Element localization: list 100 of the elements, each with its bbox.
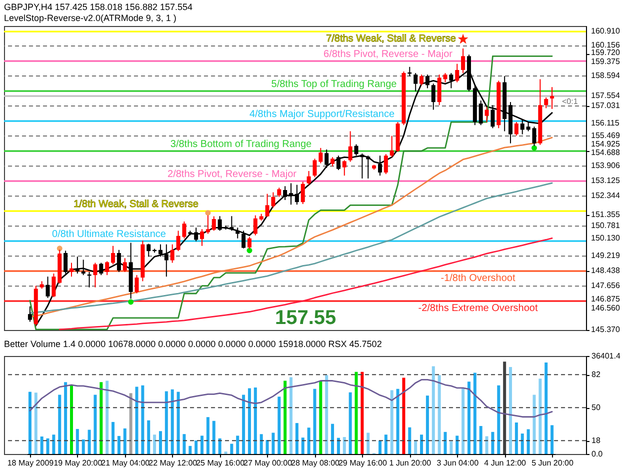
bar: [236, 436, 240, 454]
y2-tick-label: 82: [592, 370, 601, 380]
bar: [182, 434, 186, 454]
bar: [70, 385, 73, 454]
x-tick-label: 5 Jun 20:00: [532, 458, 574, 468]
bar: [295, 423, 298, 454]
bar: [290, 377, 292, 454]
bar: [58, 394, 62, 454]
bar: [188, 446, 192, 454]
bar: [532, 394, 536, 454]
bar: [479, 426, 482, 454]
bar: [88, 430, 91, 454]
bar: [248, 388, 251, 454]
bar: [360, 372, 364, 454]
x-tick-label: 28 May 08:00: [290, 458, 340, 468]
bar: [444, 432, 447, 454]
bar: [164, 391, 168, 454]
y2-tick-label: 18: [592, 436, 601, 446]
bar: [260, 434, 263, 454]
x-tick-label: 19 May 20:00: [54, 458, 103, 468]
bar: [272, 432, 275, 454]
bar: [336, 438, 340, 454]
bar: [319, 380, 322, 454]
bar: [438, 375, 441, 454]
bar: [141, 385, 144, 454]
bar: [402, 378, 406, 454]
x-tick-label: 3 Jun 04:00: [436, 458, 480, 468]
bar: [28, 392, 32, 454]
bar: [112, 422, 115, 454]
bar: [550, 425, 554, 454]
bar: [135, 386, 138, 454]
y-tick-label: 36401.4: [592, 352, 621, 360]
bar: [526, 429, 530, 454]
bar: [497, 385, 500, 454]
bar: [378, 440, 382, 454]
bar: [473, 372, 476, 454]
bar: [82, 439, 85, 454]
bar: [278, 396, 281, 454]
bar: [147, 420, 150, 454]
bar: [106, 380, 109, 454]
bar: [301, 438, 304, 454]
bar: [313, 388, 316, 454]
bar: [100, 382, 103, 454]
bar: [491, 432, 494, 454]
bar: [129, 393, 132, 454]
bar: [384, 434, 388, 454]
bar: [514, 422, 518, 454]
bar: [158, 431, 162, 454]
x-tick-label: 22 May 12:00: [148, 458, 198, 468]
bar: [354, 372, 358, 454]
bar: [426, 396, 429, 454]
bar: [170, 389, 174, 454]
bar: [194, 440, 198, 454]
bar: [117, 436, 120, 454]
line-series: [29, 379, 553, 418]
bar: [34, 392, 38, 454]
bar: [254, 388, 257, 454]
bar: [450, 441, 453, 454]
bar: [366, 432, 370, 454]
bar: [123, 428, 126, 454]
x-tick-label: 1 Jun 20:00: [389, 458, 432, 468]
bar: [432, 366, 435, 454]
y2-tick-label: 50: [592, 403, 601, 412]
bar: [342, 437, 346, 454]
bar: [462, 388, 465, 454]
bar: [94, 394, 97, 454]
bar: [76, 428, 79, 454]
bar: [509, 367, 512, 454]
bar: [325, 375, 328, 454]
bar: [520, 434, 524, 454]
bar: [266, 440, 269, 454]
x-tick-label: 4 Jun 12:00: [484, 458, 527, 468]
bar: [544, 362, 548, 454]
bar: [396, 388, 400, 454]
bar: [538, 378, 542, 454]
bar: [390, 390, 394, 454]
bar: [331, 424, 334, 454]
bar: [212, 420, 216, 454]
bar: [284, 380, 287, 454]
x-tick-label: 25 May 16:00: [196, 458, 246, 468]
y-tick-label: 0.0: [592, 450, 604, 458]
bar: [456, 436, 459, 454]
bar: [52, 434, 56, 454]
x-tick-label: 29 May 16:00: [338, 458, 388, 468]
bar: [242, 394, 246, 454]
bar: [64, 382, 68, 454]
bar: [420, 434, 424, 454]
chart-title: Better Volume 1.4 0.0000 10678.0000 0.0000 0.0000 0.0000 0.0000 15918.0000 RSX 45.7502: [4, 339, 382, 349]
bar: [153, 434, 156, 454]
bar: [206, 417, 210, 454]
bar: [176, 392, 180, 454]
bar: [467, 382, 470, 454]
bar: [218, 438, 222, 454]
bar: [307, 428, 310, 454]
bar: [414, 440, 418, 454]
bar: [200, 436, 204, 454]
x-tick-label: 21 May 04:00: [101, 458, 150, 468]
bar: [40, 436, 44, 454]
bar: [485, 436, 488, 454]
x-tick-label: 27 May 00:00: [244, 458, 293, 468]
